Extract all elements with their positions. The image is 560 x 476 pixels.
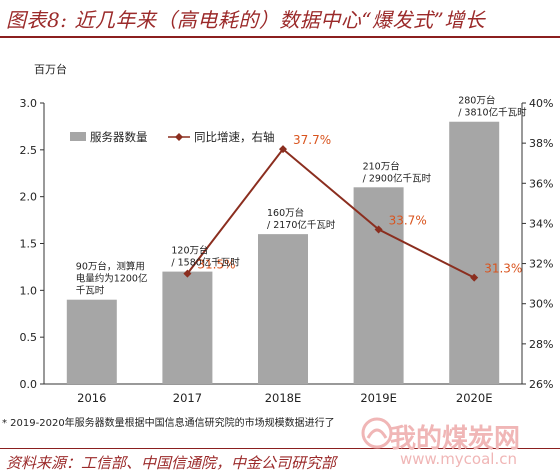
axes: 0.00.51.01.52.02.53.026%28%30%32%34%36%3… [20,97,554,405]
x-tick-label: 2019E [360,391,397,405]
bar [353,187,404,384]
footnote: * 2019-2020年服务器数量根据中国信息通信研究院的市场规模数据进行了 [2,418,335,429]
y2-tick-label: 40% [529,97,553,110]
line-data-label: 31.3% [484,262,522,276]
watermark: 我的煤炭网 www.mycoal.cn [360,414,556,470]
legend-bar-label: 服务器数量 [90,130,148,144]
bar-annotation: 90万台，测算用 [76,261,145,273]
line-point [374,225,383,234]
y2-tick-label: 34% [529,217,553,230]
growth-line [183,145,479,282]
bar [258,234,308,384]
bar-annotation: 210万台 [363,160,400,172]
y-tick-label: 1.5 [20,238,38,251]
growth-line-path [186,147,475,279]
bar [66,299,117,384]
bars [66,121,500,384]
chart-title: 图表8: 近几年来（高电耗的）数据中心“爆发式”增长 [6,8,486,32]
bar [449,121,500,384]
y2-tick-label: 32% [529,258,553,271]
y2-tick-label: 38% [529,137,553,150]
bar-annotation: 280万台 [458,95,495,107]
source-divider [0,448,560,449]
annotations: 31.5% 37.7% 33.7% 31.3% 90万台，测算用电量约为1200亿千瓦时… [76,95,527,297]
legend-line-label: 同比增速，右轴 [194,130,275,144]
watermark-text: 我的煤炭网 [390,424,521,454]
y-tick-label: 0.0 [20,378,38,391]
y2-tick-label: 28% [529,338,553,351]
bar-annotation: 千瓦时 [76,285,105,297]
bar-annotation: / 2170亿千瓦时 [267,219,336,231]
line-data-label: 37.7% [293,133,331,147]
bar-annotation: 120万台 [171,245,208,257]
x-tick-label: 2017 [173,391,202,405]
bar-annotation: 电量约为1200亿 [76,273,148,285]
y2-tick-label: 30% [529,298,553,311]
bar-annotation: / 2900亿千瓦时 [363,172,432,184]
legend-line-marker [175,133,183,141]
watermark-logo-icon [361,417,393,449]
x-tick-label: 2020E [456,391,493,405]
line-data-label: 31.5% [197,258,235,272]
title-divider [0,36,560,38]
y2-tick-label: 36% [529,177,553,190]
bar-annotation: 160万台 [267,207,304,219]
line-point [470,273,479,282]
y-tick-label: 1.0 [20,284,38,297]
watermark-url: www.mycoal.cn [400,450,517,468]
chart: 百万台 0.0 0.5 1.0 1.5 2.0 2.5 3.0 26% 28% 30% 32% 34%… [20,62,554,405]
legend-bar-swatch [70,132,86,141]
bar-annotation: / 1580亿千瓦时 [171,257,240,269]
bar-annotation: / 3810亿千瓦时 [458,107,527,119]
line-data-label: 33.7% [389,213,427,227]
x-tick-label: 2016 [77,391,106,405]
legend: 服务器数量 同比增速，右轴 [70,130,275,144]
y-tick-label: 2.0 [20,191,38,204]
x-tick-label: 2018E [265,391,302,405]
y2-tick-label: 26% [529,378,553,391]
y-axis-label: 百万台 [34,62,67,76]
line-point [279,145,287,154]
y-tick-label: 2.5 [20,144,38,157]
y-tick-label: 3.0 [20,97,38,110]
bar [162,271,213,384]
y-tick-label: 0.5 [20,331,38,344]
source-note: 资料来源：工信部、中国信通院，中金公司研究部 [6,454,337,472]
line-point [183,269,192,278]
